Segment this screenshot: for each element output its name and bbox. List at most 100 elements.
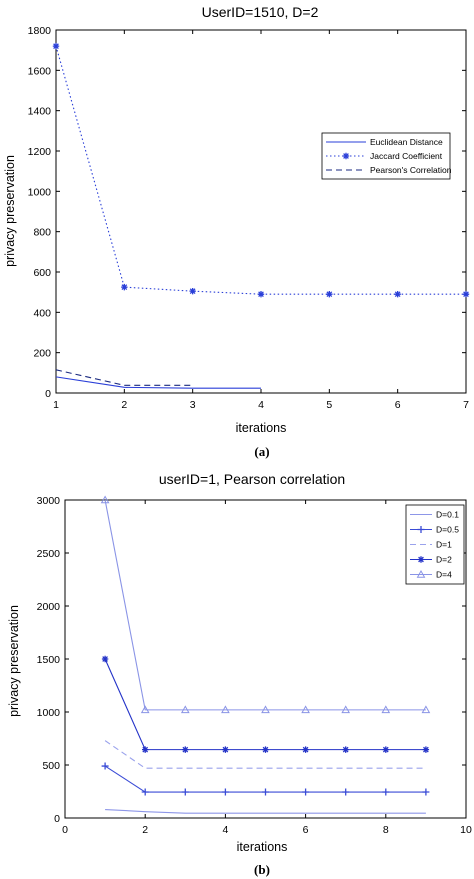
chart-b: userID=1, Pearson correlation 0 2 4 6 8 10 0 50… xyxy=(7,471,472,877)
data-point xyxy=(382,788,390,796)
chart-a-plot-area xyxy=(55,29,467,394)
series-line-0 xyxy=(105,808,426,814)
y-tick-label: 2500 xyxy=(37,548,61,560)
data-point xyxy=(257,290,265,298)
data-point xyxy=(100,495,110,504)
chart-a: UserID=1510, D=2 1 2 3 4 5 6 7 0 200 400 600 800 100… xyxy=(3,4,470,459)
y-tick-label: 1000 xyxy=(37,707,61,719)
y-tick-label: 200 xyxy=(33,348,51,360)
series-line-2 xyxy=(55,369,193,386)
legend-label-1: D=0.5 xyxy=(436,525,459,535)
data-point xyxy=(262,746,269,753)
x-tick-label: 4 xyxy=(222,824,228,836)
data-point xyxy=(261,705,270,714)
x-tick-label: 2 xyxy=(121,399,127,411)
data-point xyxy=(341,705,351,714)
data-point xyxy=(422,788,430,796)
data-point xyxy=(181,788,189,796)
legend-label-0: D=0.1 xyxy=(436,510,459,520)
legend-label-4: D=4 xyxy=(436,570,452,580)
legend-marker-4 xyxy=(416,569,426,578)
chart-b-series xyxy=(100,495,431,814)
data-point xyxy=(421,705,431,714)
legend-marker-1 xyxy=(342,152,350,160)
x-tick-label: 0 xyxy=(62,824,68,836)
series-line-0 xyxy=(55,376,261,389)
y-tick-label: 1800 xyxy=(28,25,52,37)
chart-b-legend: D=0.1 D=0.5 D=1 D=2 D=4 xyxy=(405,504,465,585)
data-point xyxy=(101,655,109,663)
chart-b-ticks: 0 2 4 6 8 10 0 500 1000 1500 2000 2500 3000 xyxy=(37,495,472,836)
data-point xyxy=(462,290,470,298)
series-line-4 xyxy=(104,499,426,711)
chart-b-caption: (b) xyxy=(254,862,270,877)
legend-marker-3 xyxy=(417,556,425,563)
series-line-1 xyxy=(104,765,426,793)
legend-label-1: Jaccard Coefficient xyxy=(370,151,443,161)
y-tick-label: 1600 xyxy=(28,65,52,77)
chart-a-legend: Euclidean Distance Jaccard Coefficient Pea… xyxy=(321,132,452,180)
data-point xyxy=(382,746,389,753)
x-tick-label: 2 xyxy=(142,824,148,836)
legend-label-2: Pearson's Correlation xyxy=(370,165,452,175)
y-tick-label: 500 xyxy=(42,760,60,772)
chart-b-title: userID=1, Pearson correlation xyxy=(159,471,345,487)
y-tick-label: 400 xyxy=(33,307,51,319)
y-tick-label: 1000 xyxy=(28,186,52,198)
legend-label-2: D=1 xyxy=(436,540,452,550)
chart-b-y-axis-label: privacy preservation xyxy=(7,605,21,717)
series-line-2 xyxy=(104,740,426,769)
legend-label-0: Euclidean Distance xyxy=(370,137,443,147)
data-point xyxy=(342,788,350,796)
y-tick-label: 1500 xyxy=(37,654,61,666)
x-tick-label: 5 xyxy=(326,399,332,411)
y-tick-label: 2000 xyxy=(37,601,61,613)
data-point xyxy=(221,788,229,796)
data-point xyxy=(302,788,310,796)
data-point xyxy=(301,705,310,714)
data-point xyxy=(180,705,190,714)
y-tick-label: 800 xyxy=(33,227,51,239)
data-point xyxy=(342,746,349,753)
x-tick-label: 10 xyxy=(460,824,472,836)
x-tick-label: 8 xyxy=(383,824,389,836)
data-point xyxy=(262,788,269,796)
data-point xyxy=(140,705,150,714)
y-tick-label: 3000 xyxy=(37,495,61,507)
data-point xyxy=(302,746,309,753)
data-point xyxy=(326,290,333,298)
x-tick-label: 1 xyxy=(53,399,59,411)
data-point xyxy=(52,42,60,50)
y-tick-label: 1400 xyxy=(28,106,52,118)
y-tick-label: 600 xyxy=(33,267,51,279)
data-point xyxy=(182,746,189,753)
data-point xyxy=(121,283,128,291)
x-tick-label: 3 xyxy=(190,399,196,411)
y-tick-label: 1200 xyxy=(28,146,52,158)
data-point xyxy=(422,746,430,753)
chart-a-title: UserID=1510, D=2 xyxy=(202,4,319,20)
data-point xyxy=(381,705,391,714)
legend-label-3: D=2 xyxy=(436,555,452,565)
chart-a-y-axis-label: privacy preservation xyxy=(3,155,17,267)
data-point xyxy=(222,746,229,753)
data-point xyxy=(189,287,196,295)
data-point xyxy=(141,788,149,796)
series-line-3 xyxy=(104,658,426,751)
chart-a-ticks: 1 2 3 4 5 6 7 0 200 400 600 800 1000 1200 1400 1600 1800 xyxy=(28,25,469,411)
y-tick-label: 0 xyxy=(45,388,51,400)
x-tick-label: 6 xyxy=(303,824,309,836)
y-tick-label: 0 xyxy=(54,813,60,825)
data-point xyxy=(101,762,109,770)
data-point xyxy=(221,705,230,714)
chart-b-x-axis-label: iterations xyxy=(237,840,288,854)
data-point xyxy=(142,746,149,753)
chart-a-x-axis-label: iterations xyxy=(236,421,287,435)
legend-marker-1 xyxy=(417,526,425,533)
x-tick-label: 6 xyxy=(395,399,401,411)
x-tick-label: 4 xyxy=(258,399,264,411)
chart-a-caption: (a) xyxy=(254,444,269,459)
data-point xyxy=(394,290,401,298)
chart-a-series xyxy=(52,42,470,389)
